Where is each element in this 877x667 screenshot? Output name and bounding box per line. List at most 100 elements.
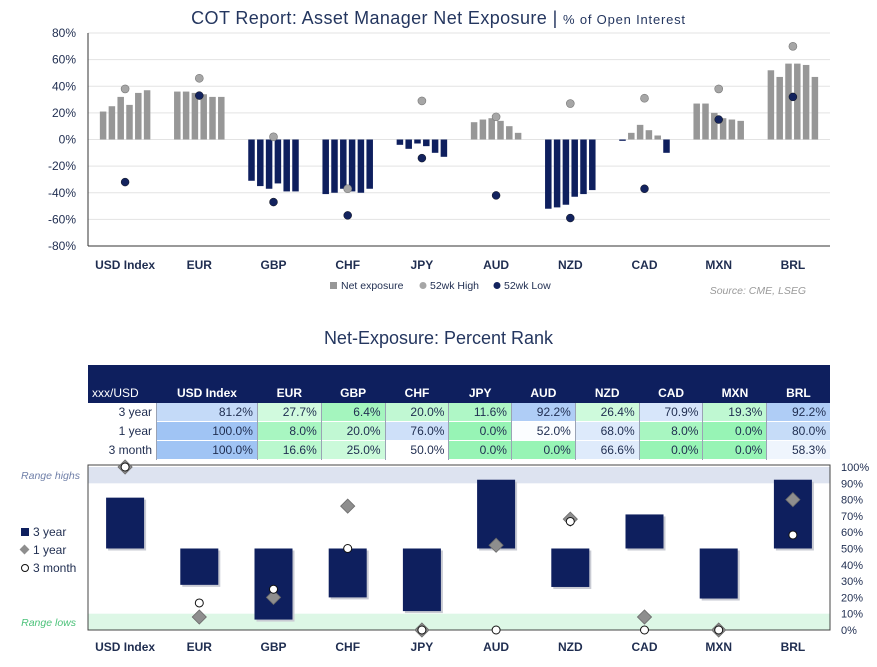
rank-1year-marker	[488, 537, 504, 553]
net-exposure-bar	[589, 139, 596, 191]
net-exposure-bar	[479, 119, 487, 140]
rank-3year-bar	[254, 548, 293, 620]
percent-rank-table: xxx/USD USD Index EUR GBP CHF JPY AUD NZD CAD MXN…	[88, 365, 830, 460]
x-category-label: GBP	[260, 258, 286, 272]
chart1-title: COT Report: Asset Manager Net Exposure |…	[0, 8, 877, 29]
right-axis-tick-label: 70%	[841, 511, 863, 523]
net-exposure-bar	[737, 120, 744, 140]
rank-3year-bar	[699, 548, 738, 599]
y-tick-label: -60%	[48, 212, 76, 226]
rank-1year-marker	[265, 589, 282, 606]
high-52wk-marker	[269, 132, 278, 142]
table-column-header: USD Index	[156, 383, 258, 403]
y-tick-label: -40%	[48, 186, 76, 200]
rank-1year-marker	[636, 609, 653, 625]
x-category-label: MXN	[705, 640, 732, 654]
table-cell: 66.6%	[574, 440, 640, 460]
net-exposure-bar	[440, 139, 448, 157]
x-category-label: USD Index	[95, 258, 155, 272]
legend-net-exposure-swatch	[330, 282, 337, 289]
chart1-title-sub: % of Open Interest	[563, 12, 686, 27]
range-lows-label: Range lows	[21, 617, 77, 629]
legend-net-exposure-label: Net exposure	[341, 280, 404, 292]
x-category-label: CAD	[632, 640, 658, 654]
x-category-label: EUR	[187, 640, 213, 654]
x-category-label: CHF	[335, 258, 360, 272]
legend-3month-swatch	[21, 564, 29, 572]
high-52wk-marker	[491, 112, 501, 122]
table-column-header: AUD	[511, 383, 576, 403]
net-exposure-bar	[117, 96, 124, 140]
low-52wk-marker	[343, 211, 352, 220]
net-exposure-bar	[580, 139, 587, 195]
net-exposure-bar	[619, 139, 626, 141]
legend-high-label: 52wk High	[430, 280, 479, 292]
table-cell: 100.0%	[156, 421, 258, 441]
net-exposure-bar	[693, 103, 700, 140]
table-cell: 76.0%	[384, 421, 449, 441]
x-category-label: AUD	[483, 258, 509, 272]
legend-low-label: 52wk Low	[504, 280, 551, 292]
x-category-label: USD Index	[95, 640, 155, 654]
rank-3year-bar	[106, 497, 145, 549]
net-exposure-bar	[248, 139, 255, 181]
net-exposure-bar	[322, 139, 329, 195]
net-exposure-bar	[218, 96, 225, 140]
net-exposure-bar	[470, 122, 478, 140]
table-cell: 92.2%	[510, 403, 576, 422]
net-exposure-bar	[628, 132, 635, 140]
table-cell: 11.6%	[448, 403, 512, 422]
rank-3month-marker	[788, 530, 798, 540]
net-exposure-bar	[711, 112, 718, 140]
range-highs-band	[88, 467, 830, 484]
rank-3year-bar	[328, 548, 367, 598]
right-axis-tick-label: 100%	[841, 462, 869, 474]
low-52wk-marker	[788, 92, 798, 102]
net-exposure-bar	[571, 139, 578, 197]
legend-3month-label: 3 month	[33, 561, 76, 575]
y-tick-label: -20%	[48, 159, 76, 173]
table-cell: 50.0%	[384, 440, 449, 460]
table-column-header: GBP	[321, 383, 386, 403]
x-category-label: GBP	[260, 640, 286, 654]
net-exposure-bar	[283, 139, 290, 192]
net-exposure-bar	[506, 126, 513, 140]
low-52wk-marker	[566, 213, 575, 223]
y-tick-label: 80%	[52, 28, 76, 40]
net-exposure-bar	[135, 92, 142, 140]
table-cell: 0.0%	[702, 421, 767, 441]
right-axis-tick-label: 30%	[841, 576, 863, 588]
net-exposure-bar	[802, 64, 810, 140]
right-axis-tick-label: 10%	[841, 609, 863, 621]
table-column-header: CAD	[639, 383, 703, 403]
table-column-header: BRL	[766, 383, 830, 403]
low-52wk-marker	[640, 184, 649, 193]
table-cell: 0.0%	[510, 440, 576, 460]
rank-1year-marker	[340, 498, 356, 514]
rank-3month-marker	[714, 625, 724, 635]
table-cell: 80.0%	[766, 421, 830, 441]
net-exposure-bar	[209, 96, 216, 140]
table-row: 1 year 100.0% 8.0% 20.0% 76.0% 0.0% 52.0% 68.0%…	[88, 421, 830, 441]
x-category-label: MXN	[705, 258, 732, 272]
low-52wk-marker	[417, 153, 427, 163]
net-exposure-bar	[562, 139, 570, 205]
rank-1year-marker	[785, 491, 801, 508]
net-exposure-bar	[366, 139, 373, 189]
y-tick-label: 20%	[52, 106, 76, 120]
right-axis-tick-label: 60%	[841, 527, 863, 539]
net-exposure-bar	[654, 135, 661, 140]
rank-3month-marker	[269, 584, 278, 594]
right-axis-tick-label: 50%	[841, 544, 863, 556]
rank-3year-bar	[625, 514, 664, 549]
rank-3year-bar	[180, 548, 219, 585]
net-exposure-bar	[126, 104, 133, 140]
net-exposure-bar	[191, 92, 199, 140]
net-exposure-bar	[292, 139, 299, 192]
legend-1year-swatch	[19, 544, 30, 555]
x-category-label: EUR	[187, 258, 213, 272]
net-exposure-bar	[143, 90, 151, 140]
table-column-header: JPY	[448, 383, 512, 403]
low-52wk-marker	[491, 191, 501, 200]
net-exposure-bar	[200, 94, 207, 140]
